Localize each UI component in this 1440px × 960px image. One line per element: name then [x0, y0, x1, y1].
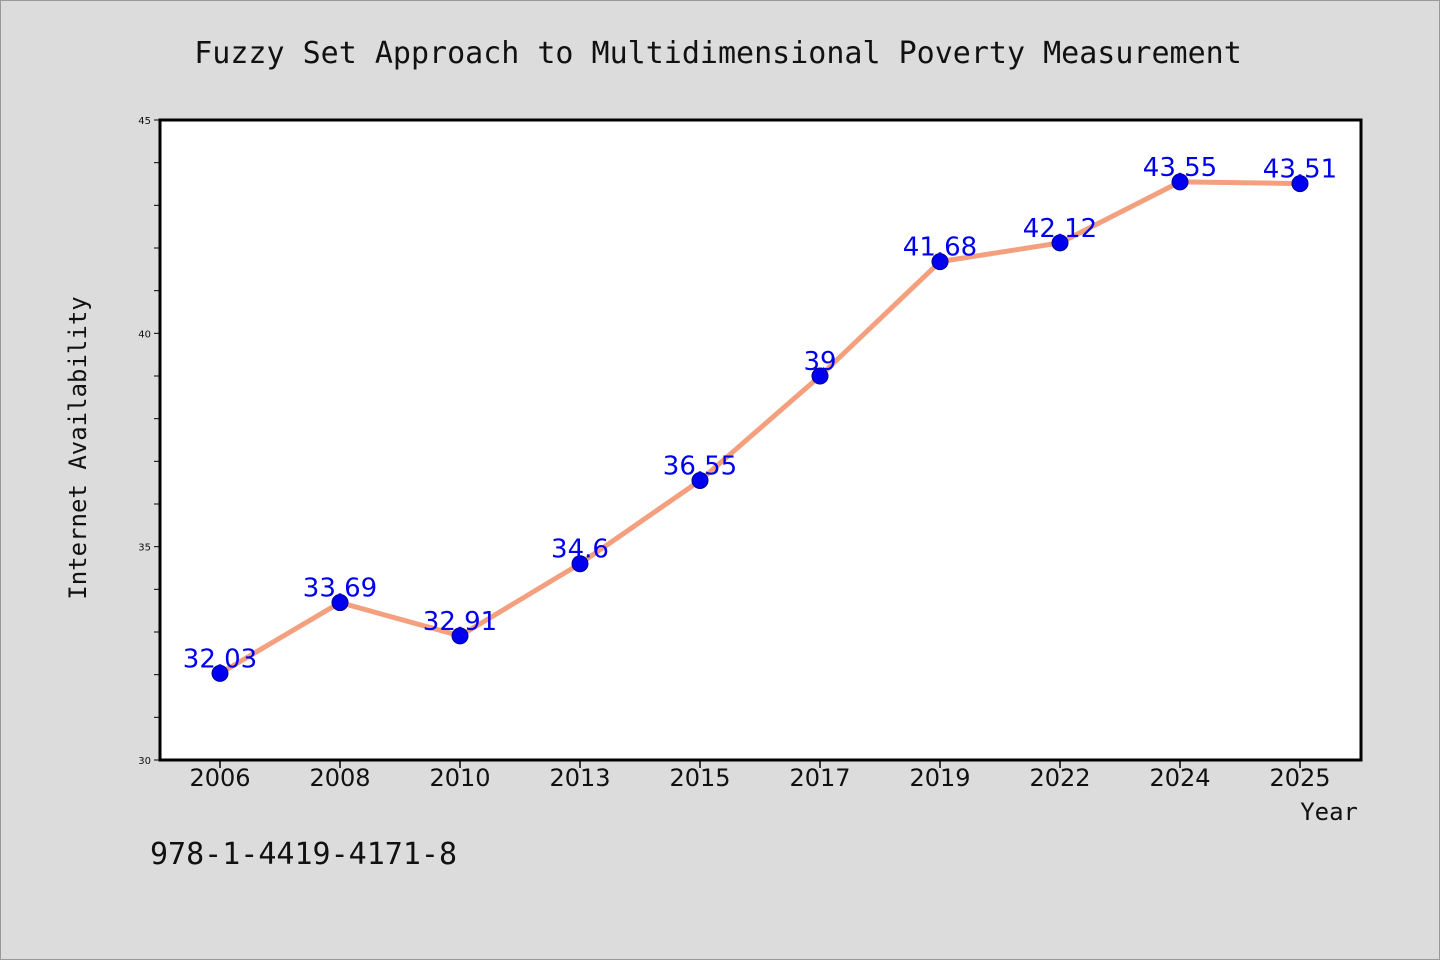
- y-tick-label: 30: [138, 756, 151, 767]
- plot-area: [158, 118, 1363, 762]
- isbn-text: 978-1-4419-4171-8: [150, 837, 457, 872]
- data-labels: 32.03 33.69 32.91 34.6 36.55 39 41.68 42.12 43.5…: [183, 153, 1337, 675]
- series-line: [217, 179, 1303, 676]
- y-axis-label: Internet Availability: [64, 296, 92, 599]
- data-point: [811, 367, 829, 385]
- data-point: [211, 664, 229, 682]
- data-point: [931, 253, 949, 271]
- x-tick-label: 2006: [189, 764, 250, 792]
- data-point: [451, 627, 469, 645]
- x-axis-label: Year: [1300, 798, 1358, 826]
- data-label: 41.68: [903, 233, 977, 263]
- data-point: [571, 555, 589, 573]
- data-point: [691, 472, 709, 490]
- data-points: [211, 173, 1309, 682]
- data-point: [331, 594, 349, 612]
- data-label: 32.03: [183, 644, 257, 674]
- data-point: [1291, 175, 1309, 193]
- data-label: 32.91: [423, 607, 497, 637]
- data-label: 43.51: [1263, 155, 1337, 185]
- data-point: [1171, 173, 1189, 191]
- x-tick-label: 2013: [549, 764, 610, 792]
- y-tick-label: 35: [138, 543, 151, 554]
- x-tick-label: 2022: [1029, 764, 1090, 792]
- data-label: 36.55: [663, 452, 737, 482]
- data-label: 34.6: [551, 535, 609, 565]
- data-label: 33.69: [303, 574, 377, 604]
- x-tick-label: 2015: [669, 764, 730, 792]
- data-label: 43.55: [1143, 153, 1217, 183]
- data-label: 42.12: [1023, 214, 1097, 244]
- x-tick-label: 2017: [789, 764, 850, 792]
- x-tick-label: 2019: [909, 764, 970, 792]
- x-axis: 2006 2008 2010 2013 2015 2017 2019 2022 2024 2025: [189, 760, 1331, 792]
- x-tick-label: 2010: [429, 764, 490, 792]
- data-point: [1051, 234, 1069, 252]
- x-tick-label: 2025: [1269, 764, 1330, 792]
- y-tick-label: 45: [138, 116, 151, 127]
- x-tick-label: 2008: [309, 764, 370, 792]
- chart-title: Fuzzy Set Approach to Multidimensional P…: [194, 36, 1242, 71]
- data-label: 39: [803, 347, 836, 377]
- y-axis: 30 35 40 45: [138, 116, 160, 767]
- x-tick-label: 2024: [1149, 764, 1210, 792]
- y-tick-label: 40: [138, 329, 151, 340]
